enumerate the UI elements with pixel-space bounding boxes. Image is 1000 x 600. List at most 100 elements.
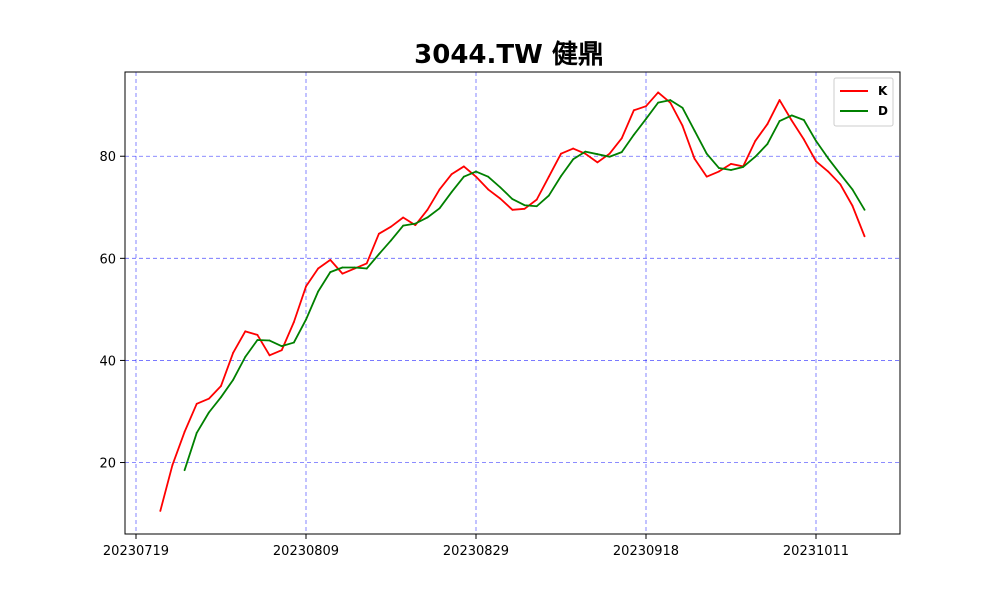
data-point-d [669,99,672,101]
data-point-d [547,194,550,197]
data-point-k [499,197,502,200]
data-point-k [717,170,720,173]
data-point-d [353,266,356,269]
data-point-k [572,147,575,150]
x-axis: 20230719 20230809 20230829 20230918 20231011 [103,534,849,559]
data-point-d [645,118,647,120]
series-line-k [159,91,866,512]
data-point-k [657,91,660,94]
data-point-k [414,224,417,227]
data-point-k [292,321,295,324]
series-d [183,99,866,472]
data-point-d [377,253,380,256]
y-axis: 20 40 60 80 [99,150,125,472]
grid [125,72,900,534]
data-point-d [560,175,562,178]
data-point-d [280,345,283,348]
data-point-d [802,119,805,121]
data-point-d [365,267,368,270]
data-point-d [232,378,235,381]
data-point-k [596,161,599,164]
data-point-k [475,175,477,178]
plot-area-frame [124,71,901,535]
data-point-k [268,354,271,357]
data-point-d [596,153,599,156]
data-point-k [754,140,757,142]
x-tick-label: 20230829 [443,544,509,559]
data-point-d [681,106,684,109]
data-point-k [329,258,332,261]
data-point-k [305,285,307,288]
data-point-d [292,341,295,344]
series-line-d [183,99,866,471]
series-k [159,91,866,512]
data-point-d [790,114,793,117]
data-point-d [244,355,247,358]
data-point-d [414,222,417,225]
data-point-k [438,188,441,191]
data-point-k [159,510,162,512]
data-point-k [232,351,235,354]
data-point-d [317,290,320,293]
data-point-d [778,120,781,122]
data-point-k [608,152,611,155]
data-point-d [438,207,441,210]
y-tick-label: 40 [99,354,116,369]
data-point-k [487,188,490,191]
data-point-k [802,138,805,141]
data-point-d [341,266,344,269]
data-point-k [705,175,708,178]
data-point-d [839,173,842,176]
data-point-d [305,318,307,321]
data-point-d [693,129,696,132]
data-point-k [815,160,817,163]
data-point-k [669,101,672,104]
data-point-k [778,99,781,101]
data-point-d [195,432,198,434]
data-point-k [681,124,684,127]
data-point-d [402,224,405,227]
data-point-d [815,140,817,142]
data-point-d [390,239,392,242]
data-point-k [839,183,842,186]
data-point-k [244,330,247,333]
data-point-k [790,119,793,122]
data-point-k [730,162,732,165]
data-point-d [584,150,587,153]
data-point-k [377,232,380,235]
data-point-d [268,339,271,342]
data-point-d [535,205,538,208]
data-point-k [341,272,344,275]
y-tick-label: 60 [99,252,116,267]
data-point-d [220,396,222,399]
data-point-k [766,123,769,125]
data-point-k [560,152,562,155]
data-point-d [207,411,210,414]
data-point-k [863,235,866,238]
data-point-d [657,101,660,104]
data-point-k [523,207,526,210]
y-tick-label: 80 [99,150,116,165]
data-point-k [535,198,538,201]
data-point-d [717,167,720,169]
data-point-k [256,334,259,336]
data-point-k [450,173,453,176]
data-point-d [863,208,866,211]
data-point-d [730,169,732,171]
data-point-k [632,109,635,112]
data-point-d [523,204,526,207]
data-point-d [620,151,623,154]
data-point-d [511,198,514,201]
data-point-d [572,158,575,161]
data-point-k [511,208,514,211]
legend: K D [833,77,894,127]
data-point-d [754,155,757,158]
x-tick-label: 20231011 [783,544,849,559]
data-point-d [608,155,611,158]
x-tick-label: 20230809 [273,544,339,559]
data-point-d [499,186,502,189]
data-point-d [705,152,708,155]
data-point-d [742,166,745,168]
data-point-k [195,402,198,405]
